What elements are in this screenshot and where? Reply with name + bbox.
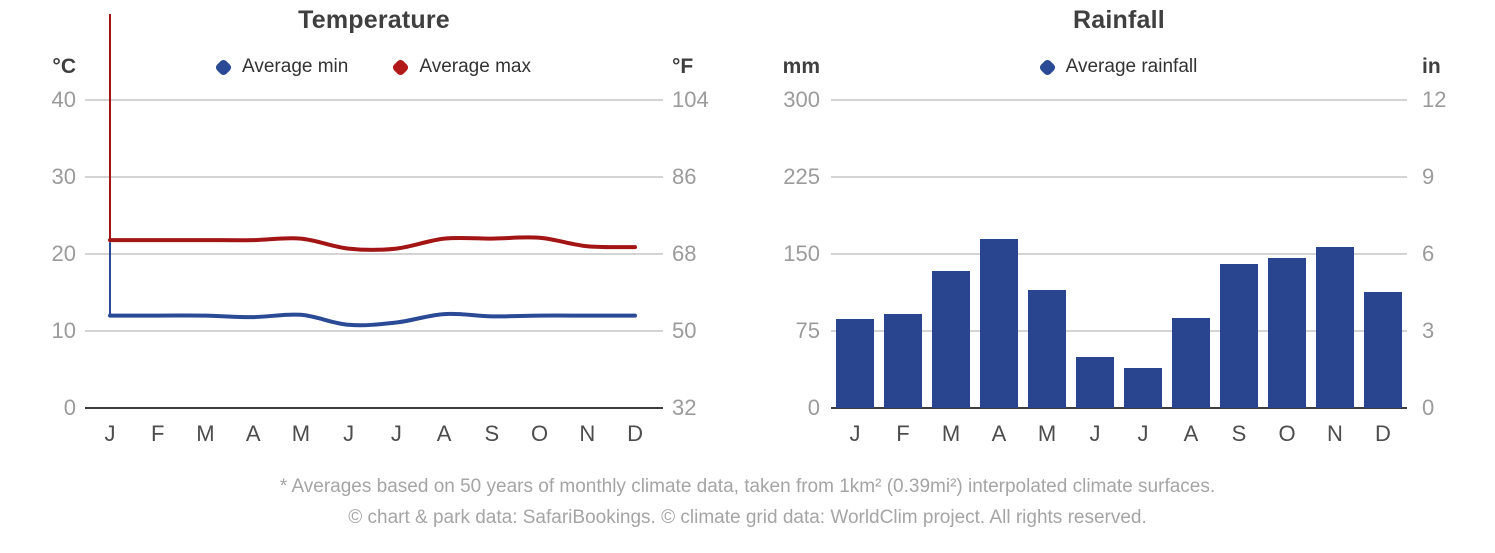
x-axis-month-label: J [1137, 421, 1149, 446]
y-axis-tick-label-right: 6 [1422, 241, 1435, 266]
gridline [831, 99, 1407, 101]
temperature-lines-svg [108, 14, 637, 328]
x-axis-month-label: D [627, 421, 643, 446]
x-axis-month-label: S [484, 421, 500, 446]
y-axis-tick-label-right: 104 [672, 87, 709, 112]
x-axis-month-label: A [245, 421, 261, 446]
average-min-legend-label: Average min [242, 56, 349, 77]
rainfall-bar[interactable] [884, 314, 922, 408]
temperature-unit-celsius: °C [52, 55, 76, 78]
x-axis-month-label: M [291, 421, 311, 446]
y-axis-tick-label-left: 300 [783, 87, 820, 112]
rainfall-bar[interactable] [932, 271, 970, 408]
average-max-legend-label: Average max [419, 56, 531, 77]
rainfall-bar[interactable] [1172, 318, 1210, 408]
x-axis-month-label: J [343, 421, 355, 446]
x-axis-month-label: J [1089, 421, 1101, 446]
x-axis-month-label: A [436, 421, 452, 446]
x-axis-month-label: M [941, 421, 961, 446]
x-axis-month-label: M [196, 421, 215, 446]
y-axis-tick-label-left: 75 [795, 318, 820, 343]
x-axis-month-label: S [1231, 421, 1247, 446]
rainfall-bar[interactable] [1028, 290, 1066, 408]
y-axis-tick-label-left: 40 [51, 87, 76, 112]
y-axis-tick-label-left: 0 [63, 395, 76, 420]
x-axis-line [85, 407, 663, 409]
rainfall-chart-title: Rainfall [1073, 6, 1165, 34]
average-min-line[interactable] [108, 311, 637, 328]
y-axis-tick-label-left: 150 [783, 241, 820, 266]
y-axis-tick-label-left: 20 [51, 241, 76, 266]
y-axis-tick-label-right: 32 [672, 395, 697, 420]
x-axis-month-label: N [579, 421, 596, 446]
x-axis-month-label: D [1375, 421, 1391, 446]
footnote-copyright: © chart & park data: SafariBookings. © c… [348, 507, 1147, 528]
x-axis-month-label: M [1037, 421, 1057, 446]
rainfall-bar[interactable] [1364, 292, 1402, 408]
x-axis-month-label: J [390, 421, 402, 446]
rainfall-legend: Average rainfall [831, 54, 1407, 80]
rainfall-bar[interactable] [1076, 357, 1114, 408]
rainfall-bar[interactable] [980, 239, 1018, 408]
gridline [85, 176, 663, 178]
x-axis-month-label: O [1278, 421, 1296, 446]
gridline [85, 330, 663, 332]
x-axis-month-label: O [531, 421, 549, 446]
gridline [831, 253, 1407, 255]
x-axis-month-label: F [896, 421, 910, 446]
x-axis-month-label: A [1183, 421, 1199, 446]
x-axis-month-label: A [991, 421, 1007, 446]
gridline [85, 253, 663, 255]
y-axis-tick-label-left: 10 [51, 318, 76, 343]
rainfall-unit-inches: in [1422, 55, 1441, 78]
legend-item-average-max[interactable]: Average max [391, 56, 531, 78]
legend-item-average-min[interactable]: Average min [214, 56, 349, 78]
temperature-legend: Average min Average max [85, 54, 663, 80]
y-axis-tick-label-right: 3 [1422, 318, 1435, 343]
x-axis-month-label: J [849, 421, 861, 446]
average-rainfall-legend-label: Average rainfall [1065, 56, 1198, 77]
y-axis-tick-label-right: 0 [1422, 395, 1435, 420]
rainfall-bar[interactable] [1220, 264, 1258, 408]
rainfall-bar[interactable] [836, 319, 874, 408]
x-axis-month-label: N [1327, 421, 1343, 446]
x-axis-line [831, 407, 1407, 409]
rainfall-unit-mm: mm [782, 55, 820, 78]
y-axis-tick-label-left: 0 [807, 395, 820, 420]
y-axis-tick-label-right: 86 [672, 164, 697, 189]
y-axis-tick-label-left: 30 [51, 164, 76, 189]
average-max-line[interactable] [108, 235, 637, 252]
y-axis-tick-label-right: 12 [1422, 87, 1447, 112]
x-axis-month-label: J [104, 421, 116, 446]
y-axis-tick-label-left: 225 [783, 164, 820, 189]
y-axis-tick-label-right: 68 [672, 241, 697, 266]
gridline [831, 176, 1407, 178]
rainfall-bar[interactable] [1268, 258, 1306, 408]
temperature-chart-title: Temperature [298, 6, 450, 34]
rainfall-bar[interactable] [1316, 247, 1354, 408]
gridline [831, 330, 1407, 332]
average-rainfall-marker-icon [1037, 57, 1057, 77]
gridline [85, 99, 663, 101]
legend-item-average-rainfall[interactable]: Average rainfall [1037, 56, 1198, 78]
y-axis-tick-label-right: 9 [1422, 164, 1435, 189]
temperature-unit-fahrenheit: °F [672, 55, 694, 78]
x-axis-month-label: F [150, 421, 165, 446]
rainfall-bar[interactable] [1124, 368, 1162, 408]
footnote-averages: * Averages based on 50 years of monthly … [279, 476, 1216, 497]
y-axis-tick-label-right: 50 [672, 318, 697, 343]
